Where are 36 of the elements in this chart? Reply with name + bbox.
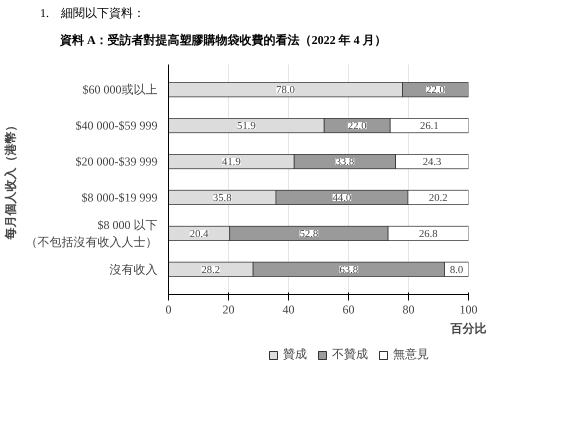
y-tick-label: $8 000 以下（不包括沒有收入人士） [26, 218, 158, 250]
y-tick-label: $8 000-$19 999 [82, 190, 158, 205]
legend-label: 不贊成 [332, 346, 368, 364]
data-label: 51.9 [237, 121, 256, 132]
x-axis-title: 百分比 [450, 322, 486, 336]
data-label: 22.0 [348, 121, 367, 132]
data-label: 52.8 [300, 229, 318, 240]
x-tick-label: 80 [402, 302, 414, 317]
data-label: 26.8 [418, 229, 438, 240]
data-label: 78.0 [276, 85, 295, 96]
y-tick-label: $60 000或以上 [82, 82, 158, 97]
data-label: 20.2 [428, 193, 448, 204]
data-label: 33.8 [336, 157, 354, 168]
data-label: 63.8 [339, 265, 358, 276]
data-label: 8.0 [450, 265, 464, 276]
data-label: 26.1 [420, 121, 439, 132]
legend-label: 無意見 [393, 346, 429, 364]
text: 1. 細閱以下資料： [40, 5, 145, 22]
x-tick-label: 40 [282, 302, 294, 317]
x-tick-label: 100 [460, 302, 478, 317]
y-tick-label: 沒有收入 [110, 262, 158, 277]
data-label: 44.0 [332, 193, 352, 204]
y-tick-label: $20 000-$39 999 [76, 154, 158, 169]
y-axis-title: 每月個人收入（港幣） [4, 120, 18, 241]
data-label: 35.8 [212, 193, 232, 204]
data-label: 24.3 [422, 157, 442, 168]
data-label: 41.9 [222, 157, 241, 168]
chart-title: 資料 A：受訪者對提高塑膠購物袋收費的看法（2022 年 4 月） [60, 32, 387, 50]
y-tick-label: $40 000-$59 999 [76, 118, 158, 133]
x-tick-label: 60 [342, 302, 354, 317]
x-tick-label: 20 [222, 302, 234, 317]
data-label: 20.4 [190, 229, 210, 240]
legend-label: 贊成 [283, 346, 307, 364]
x-tick-label: 0 [166, 302, 172, 317]
data-label: 22.0 [426, 85, 445, 96]
data-label: 28.2 [201, 265, 220, 276]
